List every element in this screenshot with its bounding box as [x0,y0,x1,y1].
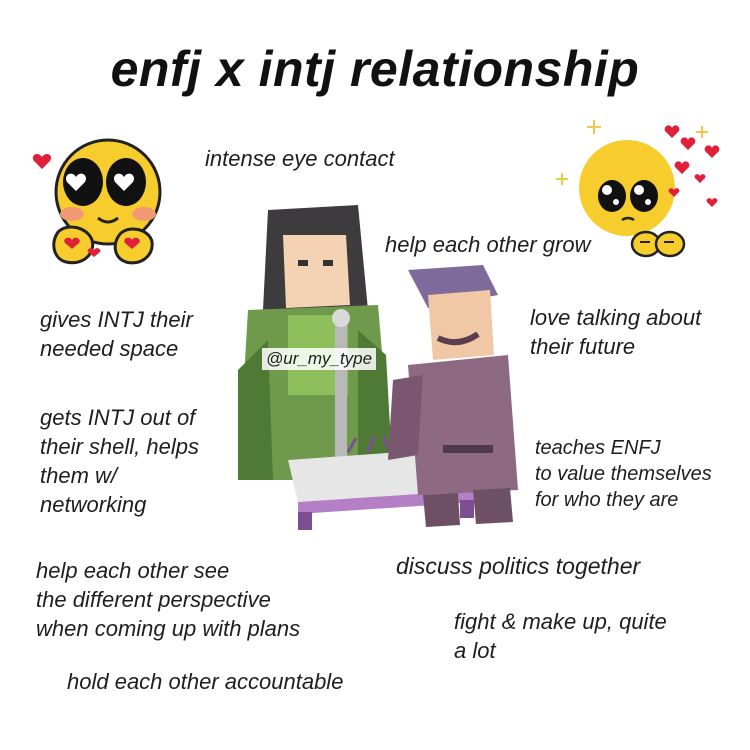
caption-future-line-2: their future [530,334,636,359]
caption-politics: discuss politics together [396,553,641,579]
caption-perspective-line-1: help each other see [36,558,230,583]
hands-emoji-icon [630,230,686,258]
caption-perspective-line-2: the different perspective [36,587,271,612]
caption-shell-line-4: networking [40,492,147,517]
caption-accountable: hold each other accountable [67,669,344,694]
caption-value-line-1: teaches ENFJ [535,437,661,459]
caption-value-line-3: for who they are [535,489,679,511]
page-title: enfj x intj relationship [110,41,640,97]
caption-space-line-1: gives INTJ their [40,307,193,332]
caption-shell-line-1: gets INTJ out of [40,405,196,430]
caption-shell-line-2: their shell, helps [40,434,199,459]
caption-grow: help each other grow [385,232,591,257]
caption-shell-line-3: them w/ [40,463,118,488]
caption-eye-contact: intense eye contact [205,146,395,171]
caption-perspective-line-3: when coming up with plans [36,616,301,641]
caption-value-line-2: to value themselves [535,463,712,485]
watermark: @ur_my_type [262,348,377,370]
caption-fight-line-1: fight & make up, quite [454,609,667,634]
caption-space-line-2: needed space [40,336,179,361]
heart-eyes-emoji-icon [32,138,162,265]
pleading-emoji-icon [556,120,720,236]
caption-future-line-1: love talking about [530,305,702,330]
caption-fight-line-2: a lot [454,638,496,663]
